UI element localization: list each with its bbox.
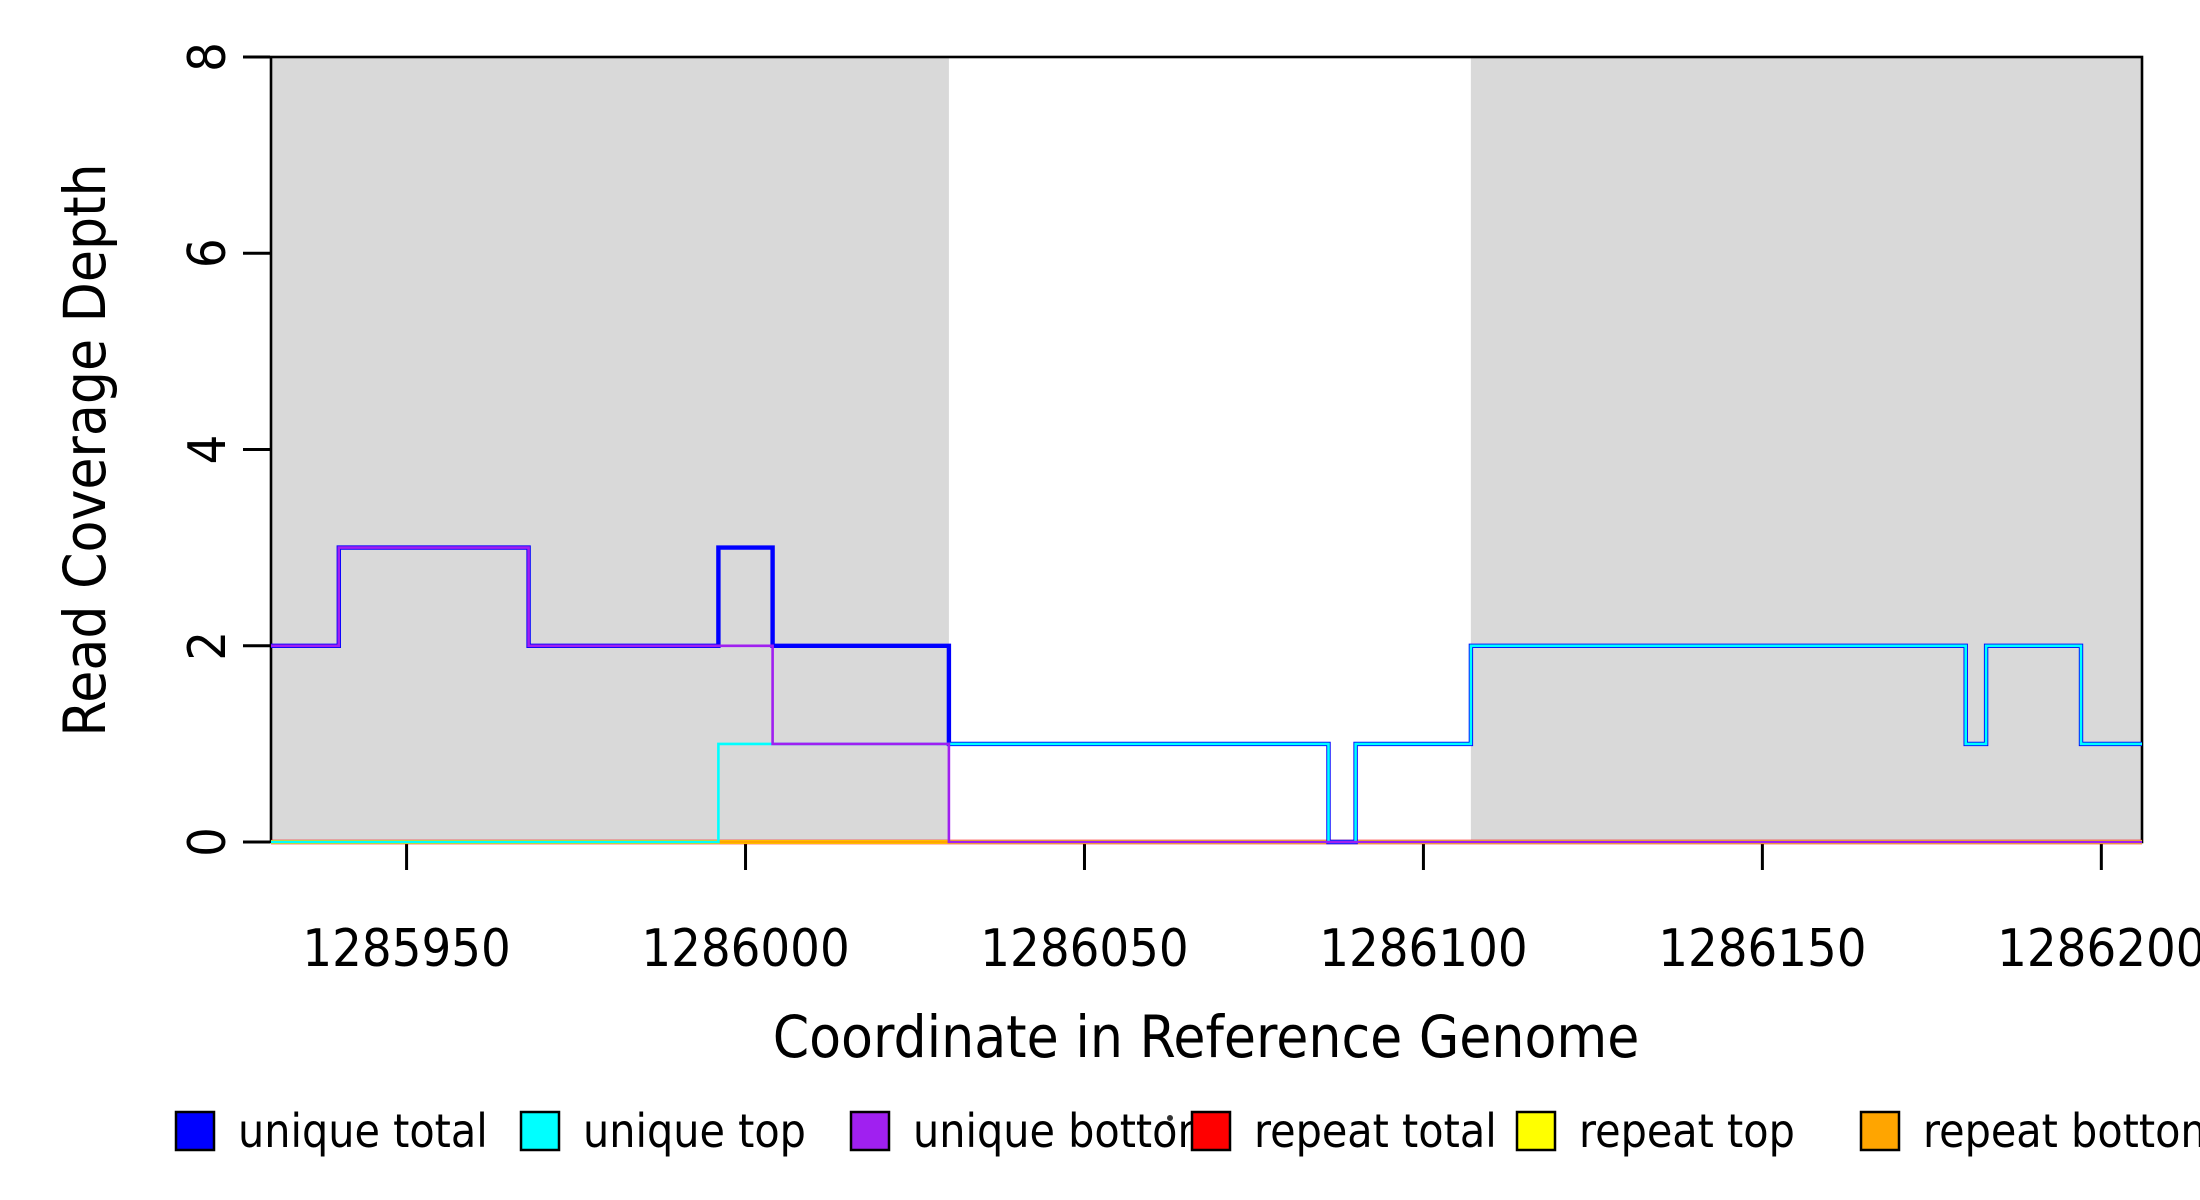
legend-swatch: [1190, 1110, 1232, 1152]
legend-item-repeat-top: repeat top: [1515, 1105, 1795, 1159]
legend-swatch: [849, 1110, 891, 1152]
x-axis-tick-label: 1286150: [1658, 918, 1866, 979]
legend-item-repeat-bottom: repeat bottom: [1859, 1105, 2200, 1159]
x-axis-tick-label: 1286050: [980, 918, 1188, 979]
x-axis-tick-label: 1286200: [1997, 918, 2200, 979]
y-axis-tick-label: 0: [177, 827, 238, 857]
x-axis-tick-label-text: 1286150: [1658, 918, 1866, 979]
legend-label-text: unique total: [238, 1105, 488, 1159]
legend-item-repeat-total: repeat total: [1190, 1105, 1497, 1159]
y-axis-tick-label: 8: [177, 42, 238, 72]
x-axis-tick-label-text: 1286050: [980, 918, 1188, 979]
y-axis-tick-label-text: 6: [177, 238, 238, 268]
legend-swatch: [174, 1110, 216, 1152]
legend-label-text: unique top: [583, 1105, 806, 1159]
plot-area: 1285950 1286000 1286050 1286100 1286150 12862…: [177, 42, 2200, 978]
legend-label-text: repeat total: [1254, 1105, 1497, 1159]
legend-item-unique-top: unique top: [519, 1105, 806, 1159]
y-axis-tick-label: 4: [177, 435, 238, 465]
x-axis-tick-label-text: 1286000: [641, 918, 849, 979]
legend-label: repeat top: [1579, 1105, 1795, 1159]
legend-label: unique total: [238, 1105, 488, 1159]
legend-swatch: [519, 1110, 561, 1152]
legend-label-text: repeat top: [1579, 1105, 1795, 1159]
legend-label: repeat bottom: [1923, 1105, 2200, 1159]
legend-label: unique top: [583, 1105, 806, 1159]
legend-item-unique-bottom: unique bottom: [849, 1105, 1218, 1159]
x-axis-title: Coordinate in Reference Genome: [773, 1004, 1640, 1071]
x-axis-tick-label: 1285950: [302, 918, 510, 979]
y-axis-title: Read Coverage Depth: [52, 163, 119, 736]
shaded-region: [271, 57, 949, 842]
y-axis-title-text: Read Coverage Depth: [52, 163, 119, 736]
x-axis-tick-label: 1286000: [641, 918, 849, 979]
legend-label-text: unique bottom: [913, 1105, 1218, 1159]
legend-label-text: repeat bottom: [1923, 1105, 2200, 1159]
series-unique-bottom: [271, 546, 2142, 844]
legend-swatch: [1859, 1110, 1901, 1152]
x-axis-tick-label-text: 1286100: [1319, 918, 1527, 979]
y-axis-tick-label: 6: [177, 238, 238, 268]
y-axis-tick-label-text: 0: [177, 827, 238, 857]
y-axis-tick-label-text: 2: [177, 631, 238, 661]
x-axis-title-text: Coordinate in Reference Genome: [773, 1004, 1640, 1071]
x-axis-tick-label: 1286100: [1319, 918, 1527, 979]
x-axis-tick-label-text: 1285950: [302, 918, 510, 979]
legend-item-unique-total: unique total: [174, 1105, 488, 1159]
legend-label: repeat total: [1254, 1105, 1497, 1159]
stray-dot-artifact: [1167, 1115, 1173, 1121]
series-unique-top: [271, 644, 2142, 844]
legend: unique total unique top unique bottom repea…: [174, 1105, 2200, 1159]
shaded-region: [1470, 57, 2142, 842]
y-axis-tick-label-text: 8: [177, 42, 238, 72]
y-axis-tick-label-text: 4: [177, 435, 238, 465]
y-axis-tick-label: 2: [177, 631, 238, 661]
legend-label: unique bottom: [913, 1105, 1218, 1159]
legend-swatch: [1515, 1110, 1557, 1152]
x-axis-tick-label-text: 1286200: [1997, 918, 2200, 979]
